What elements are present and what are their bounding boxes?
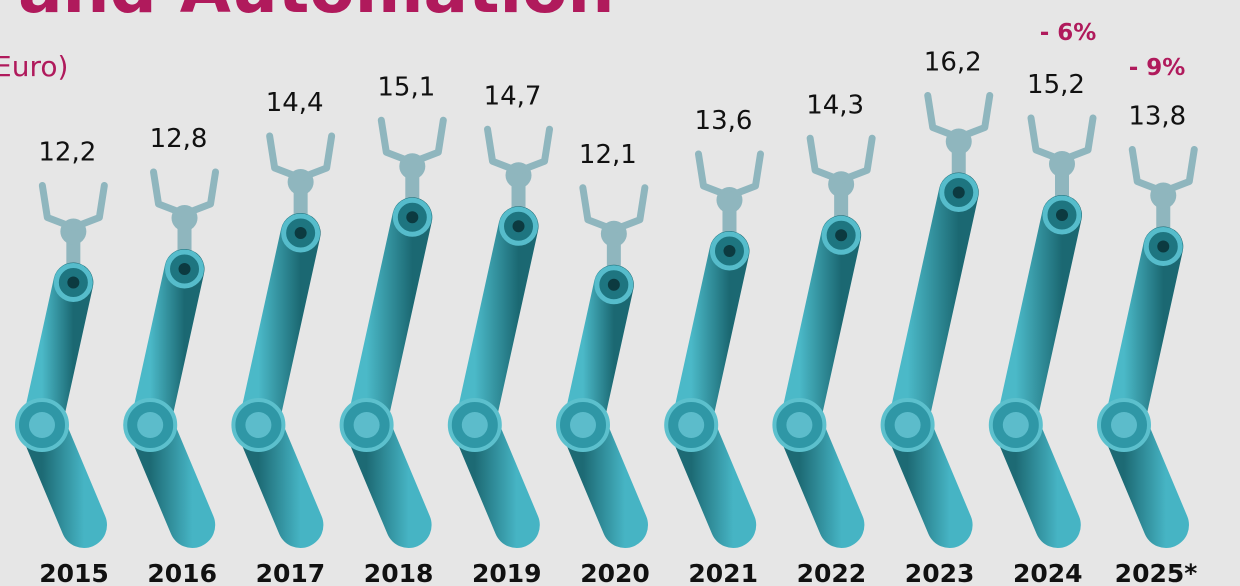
value-label: 14,4	[266, 88, 324, 118]
top-joint-center	[723, 245, 735, 257]
elbow-center	[29, 412, 55, 438]
elbow-center	[137, 412, 163, 438]
elbow-center	[678, 412, 704, 438]
x-tick-label: 2023	[905, 559, 975, 586]
value-label: 15,2	[1027, 70, 1085, 100]
elbow-center	[462, 412, 488, 438]
chart-title: and Automation	[18, 0, 615, 28]
value-label: 12,8	[150, 124, 208, 154]
top-joint-center	[179, 263, 191, 275]
value-label: 13,8	[1128, 102, 1186, 132]
annotation: - 6%	[1040, 20, 1097, 46]
elbow-center	[1003, 412, 1029, 438]
top-joint-center	[953, 187, 965, 199]
top-joint-center	[513, 220, 525, 232]
x-tick-label: 2021	[688, 559, 758, 586]
value-label: 16,2	[924, 48, 982, 78]
value-label: 13,6	[695, 106, 753, 136]
elbow-center	[786, 412, 812, 438]
elbow-center	[570, 412, 596, 438]
top-joint-center	[1157, 241, 1169, 253]
x-tick-label: 2018	[364, 559, 434, 586]
page: and Automation Euro) 12,2 2015 12,8 2016 14,…	[0, 0, 1240, 586]
elbow-center	[1111, 412, 1137, 438]
elbow-center	[895, 412, 921, 438]
top-joint-center	[295, 227, 307, 239]
x-tick-label: 2016	[147, 559, 217, 586]
chart: and Automation Euro) 12,2 2015 12,8 2016 14,…	[0, 0, 1240, 586]
top-joint-center	[835, 229, 847, 241]
elbow-center	[354, 412, 380, 438]
annotation: - 9%	[1129, 55, 1186, 81]
x-tick-label: 2015	[39, 559, 109, 586]
x-tick-label: 2024	[1013, 559, 1083, 586]
value-label: 14,3	[806, 90, 864, 120]
elbow-center	[245, 412, 271, 438]
value-label: 15,1	[377, 72, 435, 102]
chart-subtitle: Euro)	[0, 50, 68, 83]
top-joint-center	[608, 279, 620, 291]
x-tick-label: 2019	[472, 559, 542, 586]
x-tick-label: 2022	[797, 559, 867, 586]
value-label: 12,2	[38, 138, 96, 168]
top-joint-center	[1056, 209, 1068, 221]
value-label: 14,7	[484, 81, 542, 111]
x-tick-label: 2025*	[1115, 559, 1198, 586]
x-tick-label: 2020	[580, 559, 650, 586]
x-tick-label: 2017	[256, 559, 326, 586]
top-joint-center	[67, 277, 79, 289]
top-joint-center	[406, 211, 418, 223]
value-label: 12,1	[579, 140, 637, 170]
